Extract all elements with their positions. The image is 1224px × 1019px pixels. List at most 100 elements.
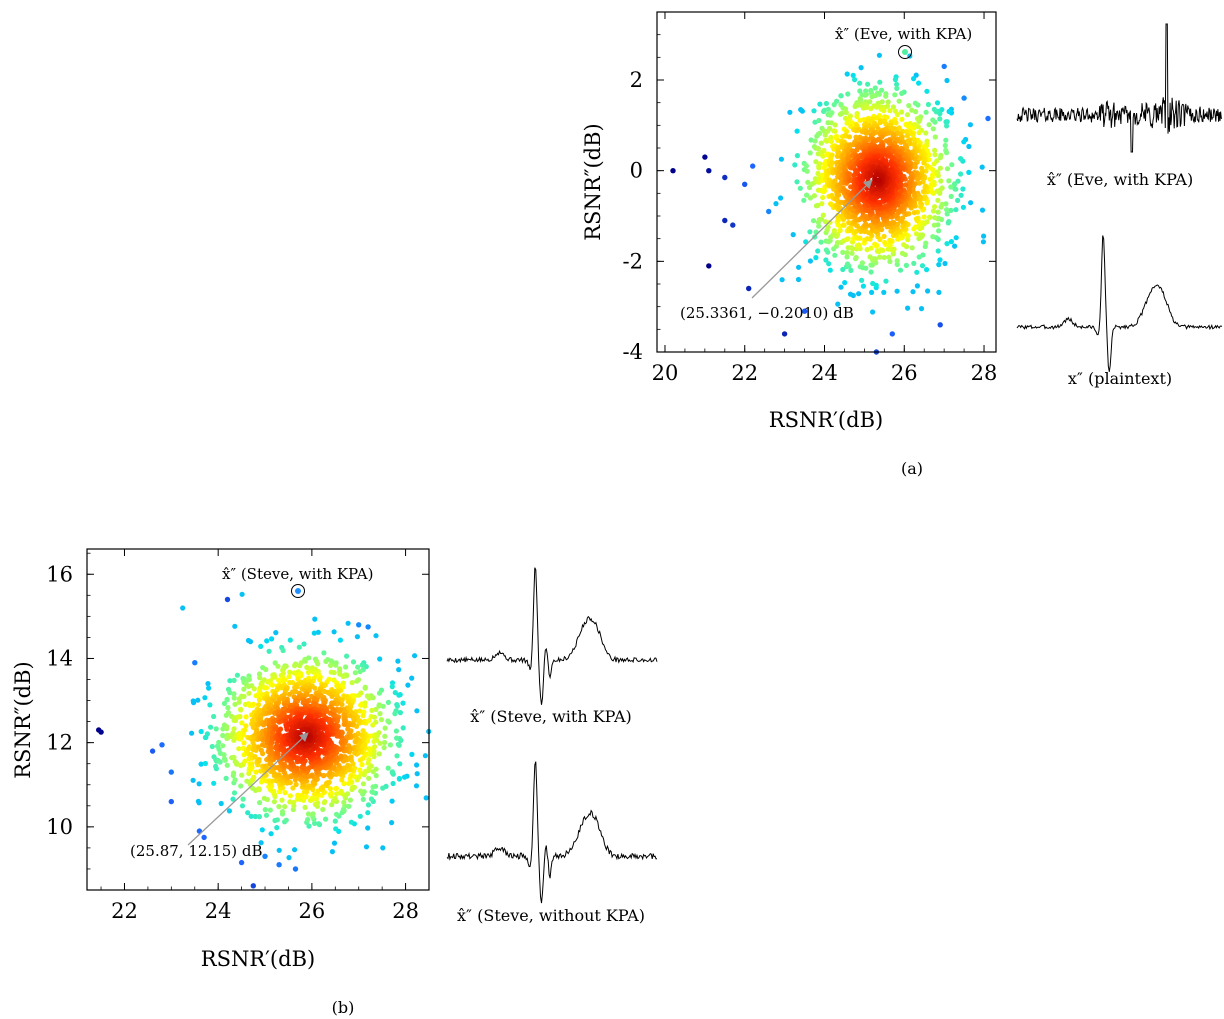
scatter-point — [872, 241, 878, 247]
scatter-point — [881, 254, 887, 261]
waveform-steve-nokpa: x̂″ (Steve, without KPA) — [446, 761, 658, 925]
scatter-point — [280, 678, 286, 684]
scatter-point — [930, 126, 936, 132]
scatter-point — [360, 728, 366, 734]
scatter-point — [290, 785, 296, 791]
scatter-point — [273, 630, 279, 636]
scatter-point — [854, 223, 860, 229]
scatter-point — [899, 116, 905, 122]
scatter-point — [397, 761, 403, 767]
scatter-point — [853, 228, 859, 234]
scatter-point — [823, 247, 830, 253]
scatter-point — [283, 817, 289, 823]
scatter-point — [211, 780, 217, 786]
scatter-point — [835, 301, 841, 307]
scatter-point — [382, 725, 388, 731]
scatter-point — [864, 247, 870, 253]
scatter-point — [392, 711, 398, 717]
scatter-point — [234, 672, 240, 678]
scatter-point — [870, 280, 876, 287]
scatter-points-a — [773, 52, 987, 315]
scatter-point — [345, 726, 351, 732]
scatter-point — [916, 118, 922, 124]
scatter-point — [831, 102, 837, 108]
scatter-point — [923, 130, 929, 136]
scatter-point — [349, 680, 355, 686]
scatter-point — [914, 176, 921, 182]
scatter-point — [778, 195, 784, 201]
y-tick-label: 0 — [630, 159, 643, 183]
scatter-point — [390, 780, 396, 787]
scatter-point — [317, 677, 323, 683]
scatter-point — [341, 721, 347, 727]
scatter-point — [921, 144, 927, 150]
scatter-point — [292, 663, 298, 669]
x-tick-label: 28 — [392, 899, 419, 923]
scatter-point — [854, 113, 860, 120]
scatter-point — [250, 702, 256, 708]
scatter-point — [805, 179, 811, 185]
x-axis-label-a: RSNR′(dB) — [769, 408, 883, 432]
scatter-point — [853, 254, 859, 261]
scatter-point — [920, 189, 927, 195]
scatter-point — [389, 769, 395, 775]
scatter-point — [926, 122, 932, 128]
scatter-point — [881, 108, 887, 114]
scatter-point — [332, 818, 338, 824]
scatter-point — [245, 810, 251, 816]
outlier-point — [706, 263, 712, 269]
scatter-point — [362, 685, 368, 691]
scatter-point — [221, 752, 227, 758]
scatter-point — [913, 216, 920, 222]
scatter-point — [231, 754, 237, 761]
scatter-point — [345, 762, 351, 768]
scatter-point — [893, 120, 899, 126]
scatter-point — [881, 289, 887, 295]
scatter-point — [846, 171, 853, 177]
scatter-point — [344, 734, 350, 740]
scatter-point — [932, 204, 938, 210]
scatter-point — [773, 201, 779, 207]
scatter-point — [960, 186, 966, 192]
scatter-point — [968, 200, 974, 206]
highlight-point-a — [902, 49, 908, 55]
scatter-point — [409, 675, 415, 681]
scatter-point — [857, 235, 863, 241]
scatter-point — [953, 235, 959, 241]
scatter-point — [337, 637, 343, 643]
scatter-point — [216, 746, 222, 753]
scatter-point — [790, 232, 796, 238]
scatter-point — [944, 166, 951, 172]
scatter-point — [253, 769, 259, 775]
scatter-point — [946, 178, 952, 184]
outlier-point — [746, 285, 752, 292]
scatter-point — [377, 656, 383, 662]
scatter-point — [263, 812, 270, 818]
scatter-point — [881, 233, 887, 239]
scatter-point — [225, 710, 231, 716]
scatter-point — [794, 179, 800, 185]
scatter-point — [226, 808, 232, 814]
scatter-point — [796, 264, 802, 270]
scatter-point — [279, 809, 286, 815]
scatter-point — [232, 717, 239, 724]
scatter-point — [846, 134, 853, 140]
scatter-point — [961, 139, 967, 145]
scatter-point — [282, 804, 288, 810]
scatter-point — [301, 641, 307, 647]
scatter-point — [844, 254, 850, 260]
scatter-point — [303, 710, 309, 716]
scatter-point — [322, 799, 328, 805]
x-tick-label: 22 — [111, 899, 138, 923]
scatter-point — [389, 680, 396, 686]
scatter-point — [275, 663, 281, 669]
outlier-point — [889, 331, 895, 337]
scatter-point — [377, 740, 383, 746]
scatter-point — [306, 783, 312, 789]
scatter-point — [921, 214, 927, 220]
scatter-point — [845, 236, 851, 242]
scatter-point — [801, 197, 807, 203]
scatter-point — [868, 245, 874, 251]
scatter-point — [275, 764, 281, 770]
highlight-point-b — [295, 588, 301, 594]
